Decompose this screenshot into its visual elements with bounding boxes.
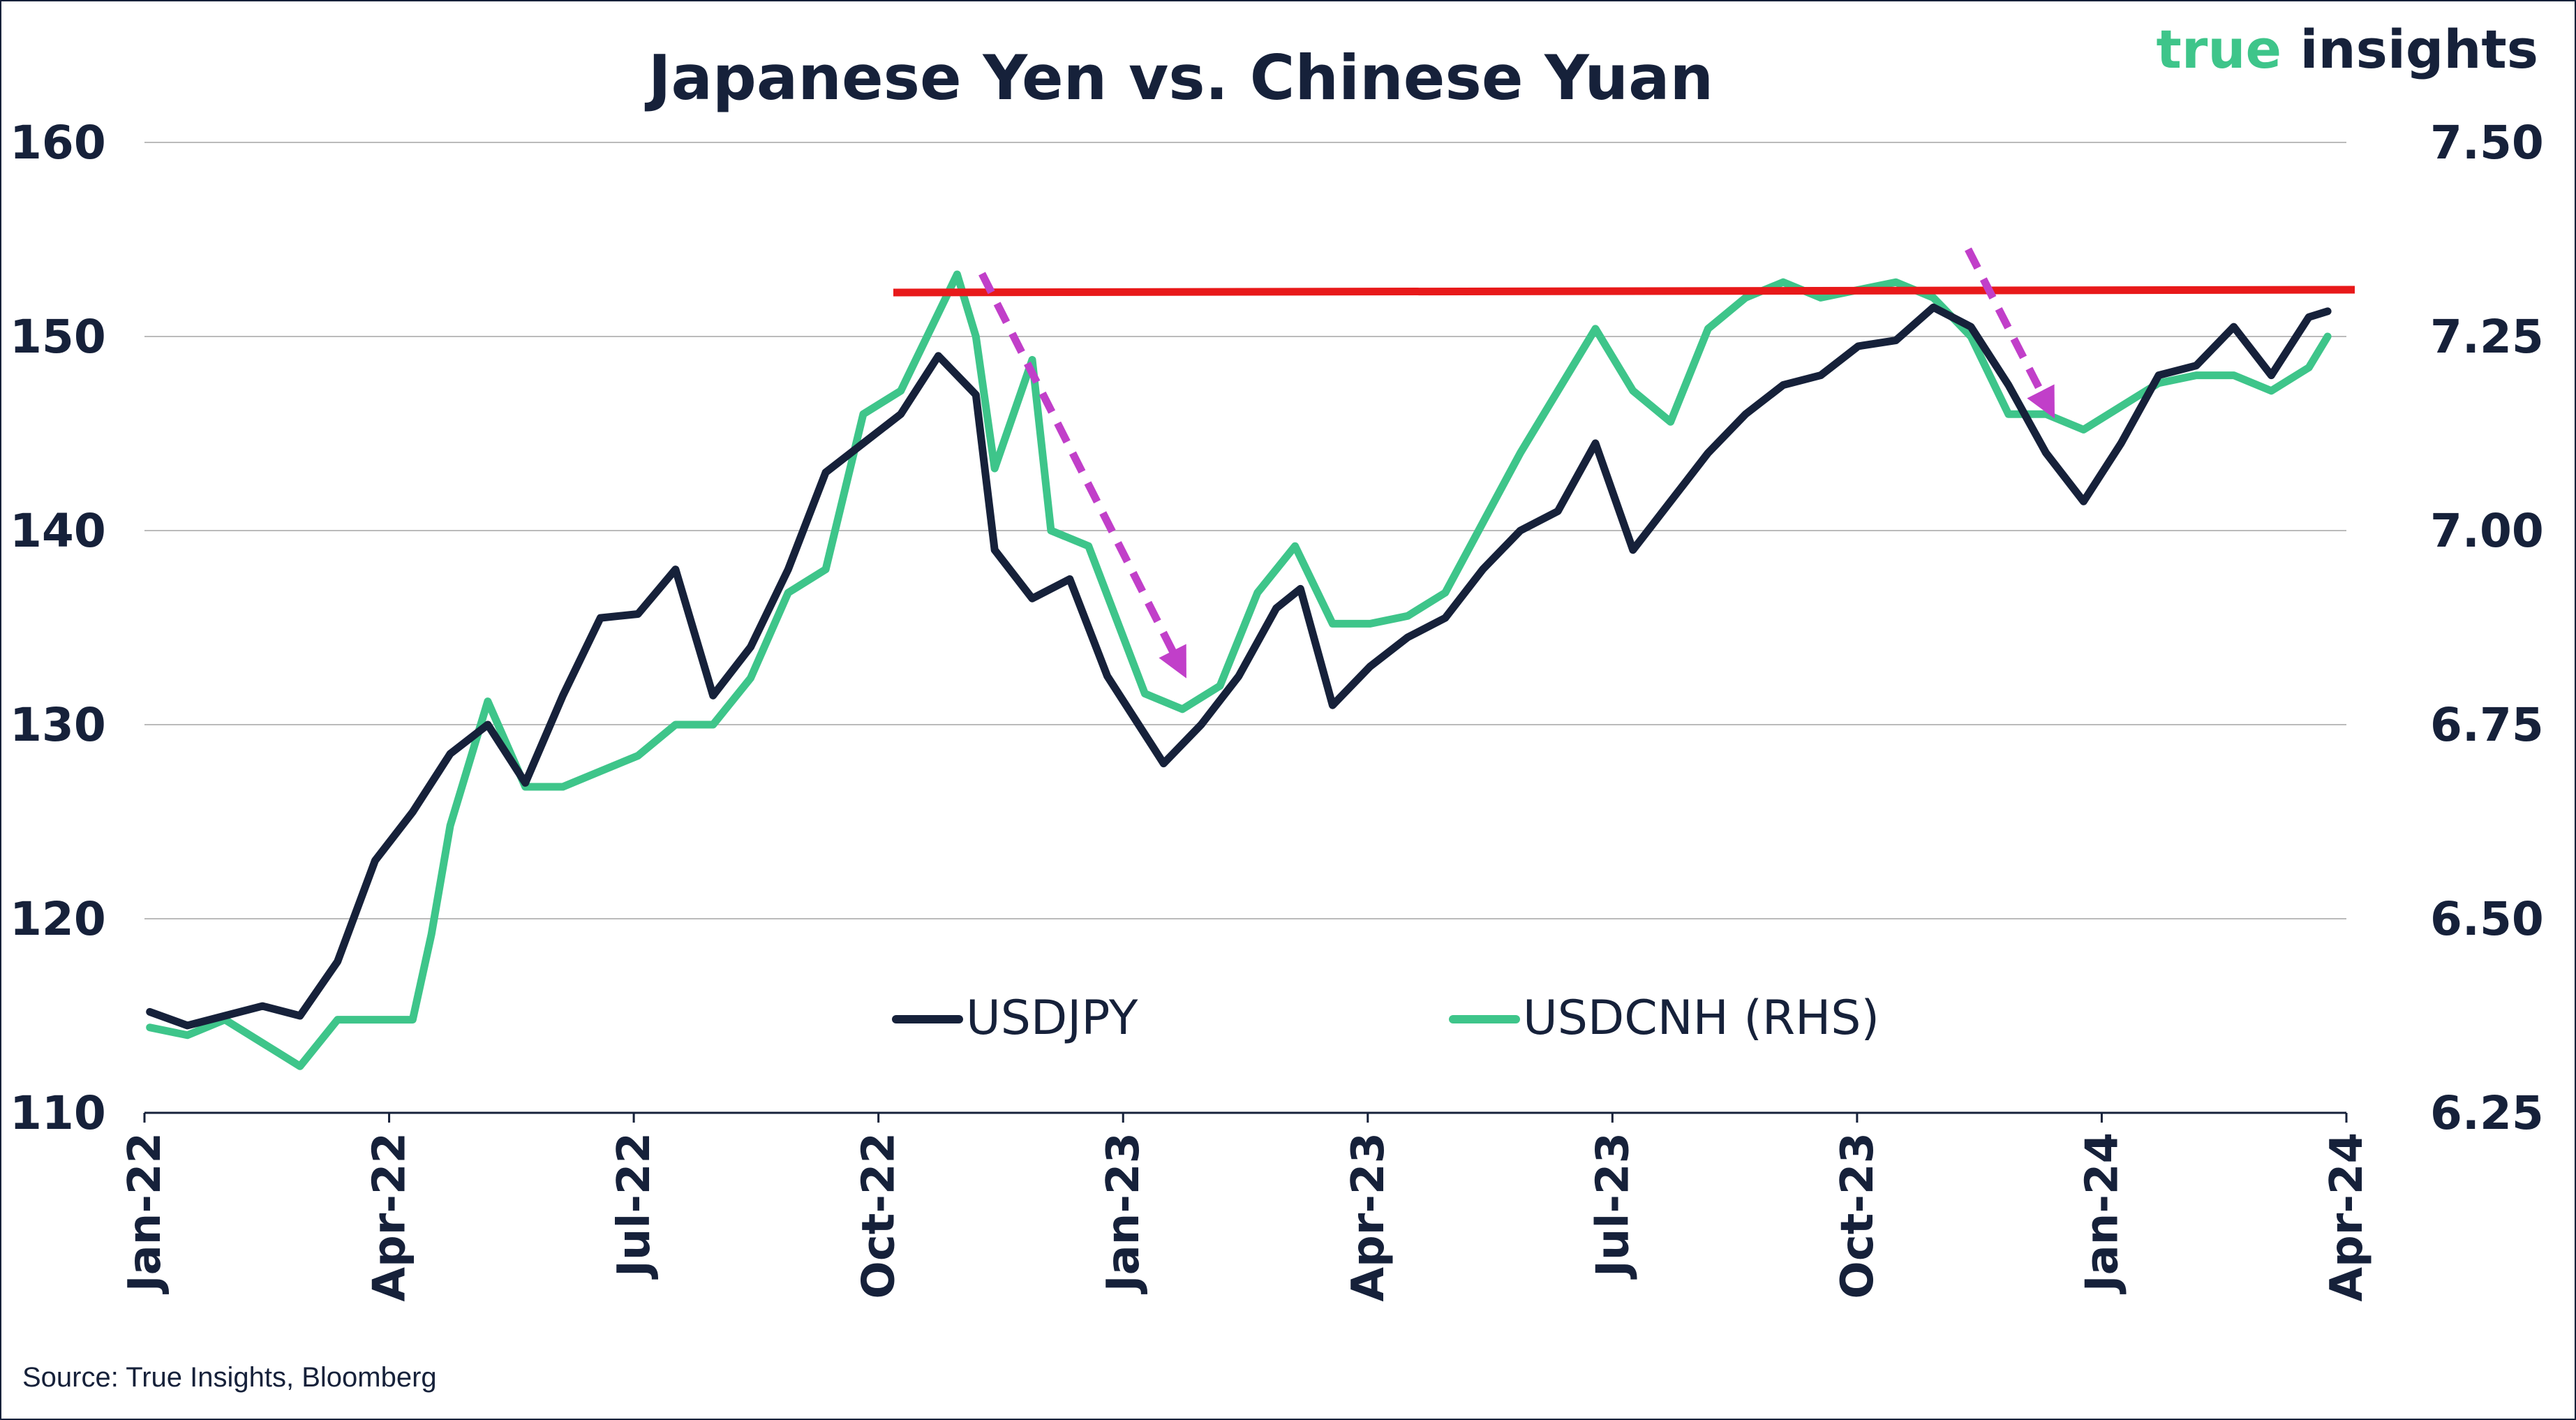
y-left-tick-label: 140: [10, 504, 106, 558]
source-note: Source: True Insights, Bloomberg: [22, 1362, 437, 1393]
y-left-tick-label: 160: [10, 116, 106, 170]
legend: USDJPY USDCNH (RHS): [892, 991, 1879, 1046]
x-tick-label: Oct-22: [854, 1132, 905, 1299]
series-line-usdjpy: [146, 303, 2332, 1030]
logo-insights: insights: [2300, 18, 2538, 80]
x-tick-label: Oct-23: [1832, 1132, 1884, 1299]
x-tick-label: Apr-23: [1343, 1132, 1394, 1302]
trend-arrow-2024: [1965, 247, 2055, 419]
gridlines: [144, 142, 2346, 1114]
y-left-tick-label: 150: [10, 310, 106, 364]
x-tick-label: Jul-23: [1587, 1132, 1639, 1280]
x-tick-label: Apr-22: [364, 1132, 416, 1302]
y-axis-right: 6.25 6.50 6.75 7.00 7.25 7.50: [2430, 116, 2544, 1140]
x-tick-label: Jul-22: [609, 1132, 660, 1280]
series-layer: [146, 270, 2332, 1070]
legend-label-usdjpy: USDJPY: [966, 991, 1138, 1046]
logo-true: true: [2157, 18, 2281, 80]
y-right-tick-label: 7.25: [2430, 310, 2544, 364]
y-right-tick-label: 6.75: [2430, 698, 2544, 752]
x-tick-label: Jan-24: [2076, 1132, 2128, 1294]
y-axis-left: 110 120 130 140 150 160: [10, 116, 106, 1140]
x-tick-label: Jan-23: [1098, 1132, 1149, 1294]
trend-arrow-2023: [978, 272, 1186, 679]
y-left-tick-label: 110: [10, 1086, 106, 1140]
x-tick-label: Apr-24: [2321, 1132, 2373, 1302]
y-right-tick-label: 6.50: [2430, 892, 2544, 946]
chart-title: Japanese Yen vs. Chinese Yuan: [645, 42, 1713, 114]
logo-space: [2281, 18, 2300, 80]
x-tick-label: Jan-22: [119, 1132, 171, 1294]
y-right-tick-label: 7.50: [2430, 116, 2544, 170]
legend-label-usdcnh: USDCNH (RHS): [1523, 991, 1879, 1046]
y-left-tick-label: 120: [10, 892, 106, 946]
series-line-usdcnh: [146, 270, 2332, 1070]
y-right-tick-label: 6.25: [2430, 1086, 2544, 1140]
resistance-line: [893, 286, 2355, 297]
y-right-tick-label: 7.00: [2430, 504, 2544, 558]
y-left-tick-label: 130: [10, 698, 106, 752]
brand-logo: true insights: [2157, 18, 2538, 80]
x-axis: Jan-22 Apr-22 Jul-22 Oct-22 Jan-23 Apr-23 Jul-…: [119, 1113, 2373, 1302]
